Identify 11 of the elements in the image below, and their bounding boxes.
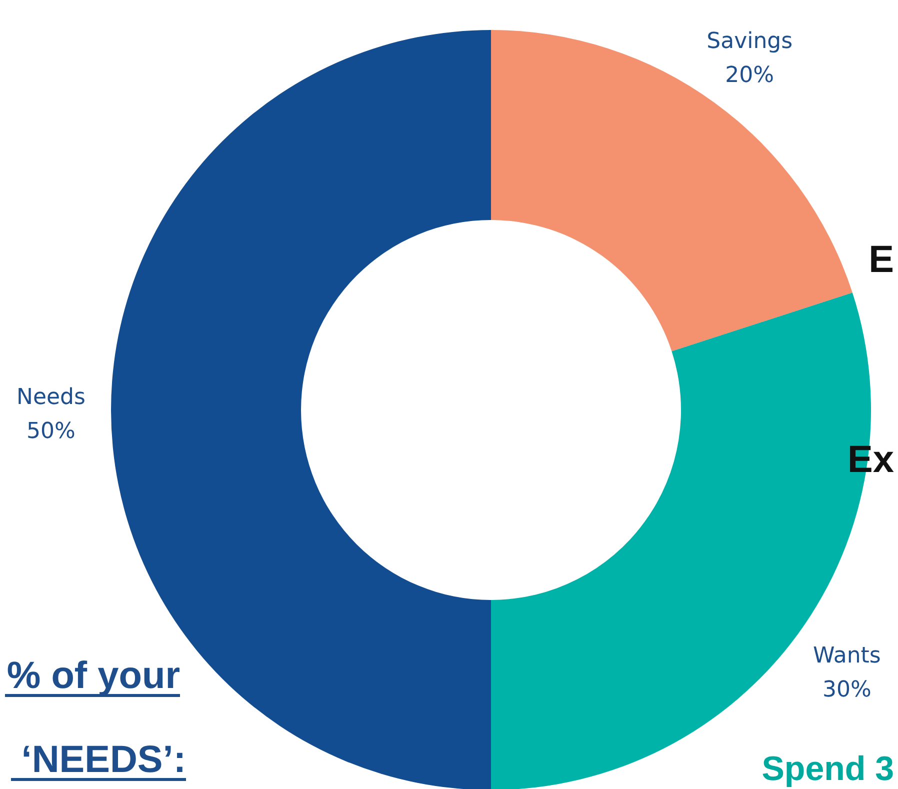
slice-label: Savings bbox=[706, 29, 793, 54]
donut-slice bbox=[491, 30, 852, 352]
text: E bbox=[868, 239, 894, 281]
text: Spend 3 bbox=[762, 750, 894, 788]
data-label: 50% bbox=[26, 419, 76, 444]
text: % of your bbox=[6, 655, 180, 697]
text: ‘NEEDS’: bbox=[21, 739, 186, 781]
data-label: 30% bbox=[822, 678, 872, 703]
slice-label: Wants bbox=[813, 644, 881, 669]
data-label: 20% bbox=[725, 63, 774, 88]
slice-label: Needs bbox=[16, 385, 86, 410]
